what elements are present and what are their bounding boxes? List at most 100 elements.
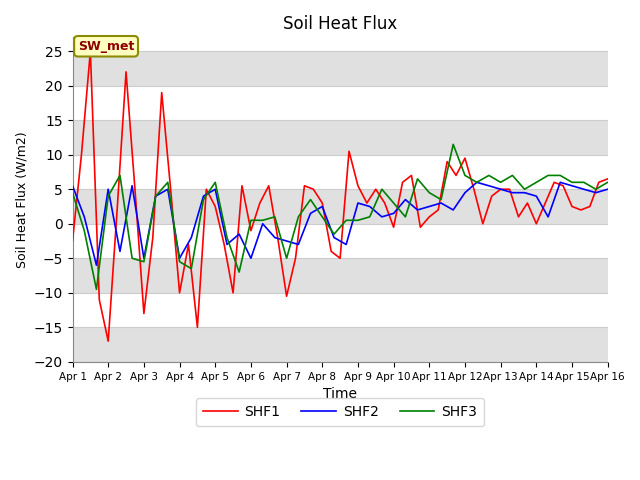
SHF3: [211, 180, 219, 185]
SHF2: [81, 214, 88, 220]
SHF3: [81, 228, 88, 234]
SHF1: [86, 48, 94, 54]
SHF3: [164, 180, 172, 185]
SHF3: [93, 287, 100, 292]
Y-axis label: Soil Heat Flux (W/m2): Soil Heat Flux (W/m2): [15, 131, 28, 268]
Bar: [72, 327, 608, 362]
SHF3: [485, 172, 493, 178]
SHF2: [68, 183, 76, 189]
X-axis label: Time: Time: [323, 387, 357, 401]
SHF3: [568, 180, 576, 185]
SHF3: [390, 200, 397, 206]
SHF3: [497, 180, 504, 185]
SHF2: [473, 180, 481, 185]
SHF3: [532, 180, 540, 185]
SHF2: [294, 241, 302, 247]
SHF2: [521, 190, 529, 195]
SHF3: [223, 235, 231, 240]
Bar: [72, 51, 608, 85]
SHF3: [294, 214, 302, 220]
SHF3: [188, 266, 195, 272]
SHF2: [271, 235, 278, 240]
SHF3: [426, 190, 433, 195]
SHF3: [437, 197, 445, 203]
SHF2: [426, 204, 433, 209]
SHF1: [372, 186, 380, 192]
SHF3: [116, 172, 124, 178]
SHF2: [544, 214, 552, 220]
SHF2: [354, 200, 362, 206]
SHF3: [330, 231, 338, 237]
SHF3: [307, 197, 314, 203]
SHF2: [580, 186, 588, 192]
SHF2: [568, 183, 576, 189]
SHF2: [556, 180, 564, 185]
SHF2: [497, 186, 504, 192]
Text: SW_met: SW_met: [78, 40, 134, 53]
SHF3: [247, 217, 255, 223]
SHF3: [413, 176, 421, 182]
SHF2: [509, 190, 516, 195]
SHF2: [485, 183, 493, 189]
SHF3: [68, 190, 76, 195]
SHF3: [509, 172, 516, 178]
SHF2: [283, 238, 291, 244]
SHF3: [449, 142, 457, 147]
SHF3: [461, 172, 469, 178]
SHF2: [93, 262, 100, 268]
SHF3: [556, 172, 564, 178]
SHF1: [408, 172, 415, 178]
SHF2: [140, 255, 148, 261]
Line: SHF2: SHF2: [72, 182, 608, 265]
SHF2: [116, 249, 124, 254]
SHF3: [604, 180, 612, 185]
Legend: SHF1, SHF2, SHF3: SHF1, SHF2, SHF3: [196, 398, 484, 426]
SHF3: [200, 197, 207, 203]
SHF2: [128, 183, 136, 189]
SHF2: [211, 186, 219, 192]
SHF1: [274, 235, 282, 240]
SHF1: [604, 176, 612, 182]
SHF1: [68, 238, 76, 244]
SHF2: [366, 204, 374, 209]
SHF3: [152, 193, 159, 199]
SHF3: [319, 214, 326, 220]
SHF2: [437, 200, 445, 206]
SHF2: [378, 214, 386, 220]
SHF3: [354, 217, 362, 223]
SHF3: [236, 269, 243, 275]
SHF2: [532, 193, 540, 199]
SHF2: [236, 231, 243, 237]
Line: SHF1: SHF1: [72, 51, 608, 341]
SHF3: [259, 217, 266, 223]
Bar: [72, 120, 608, 155]
SHF3: [521, 186, 529, 192]
SHF2: [390, 211, 397, 216]
SHF3: [378, 186, 386, 192]
SHF2: [461, 190, 469, 195]
SHF1: [193, 324, 201, 330]
SHF2: [307, 211, 314, 216]
SHF3: [544, 172, 552, 178]
SHF3: [592, 186, 600, 192]
SHF2: [413, 207, 421, 213]
SHF2: [176, 255, 184, 261]
SHF1: [104, 338, 112, 344]
SHF3: [271, 214, 278, 220]
SHF2: [592, 190, 600, 195]
SHF3: [401, 214, 409, 220]
SHF2: [342, 241, 350, 247]
SHF2: [164, 186, 172, 192]
SHF1: [211, 204, 219, 209]
SHF2: [223, 241, 231, 247]
SHF3: [366, 214, 374, 220]
SHF2: [104, 186, 112, 192]
Bar: [72, 189, 608, 224]
SHF3: [104, 193, 112, 199]
Line: SHF3: SHF3: [72, 144, 608, 289]
SHF3: [473, 180, 481, 185]
SHF2: [401, 197, 409, 203]
SHF2: [259, 221, 266, 227]
SHF2: [188, 235, 195, 240]
SHF3: [342, 217, 350, 223]
